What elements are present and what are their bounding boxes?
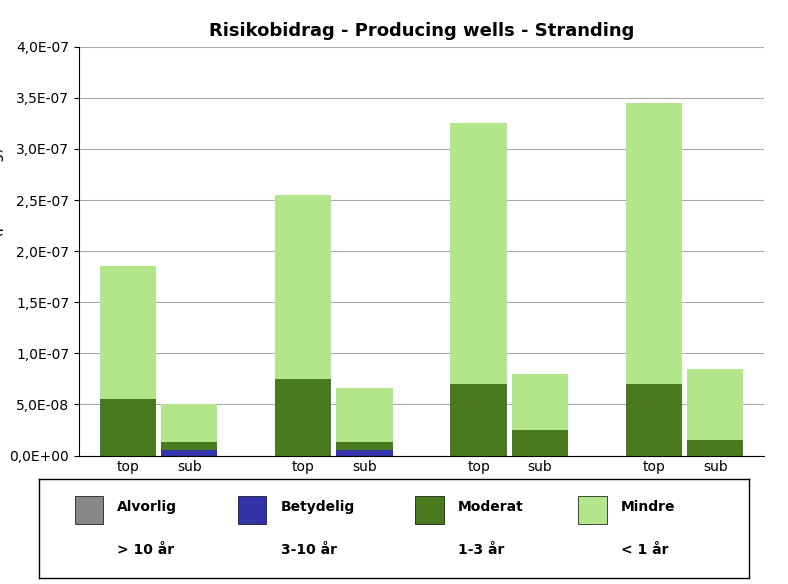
Text: Vår: Vår [175,505,203,520]
Bar [336,450,393,456]
Text: Moderat: Moderat [458,500,523,514]
Bar [687,440,744,456]
Y-axis label: Skadefrekvens (pr. sesong): Skadefrekvens (pr. sesong) [0,147,4,355]
FancyBboxPatch shape [75,496,103,523]
Bar [161,442,217,450]
Bar [275,195,332,379]
Bar [626,103,682,384]
Bar [336,388,393,442]
Bar [161,450,217,456]
Bar [450,384,507,456]
Text: Alvorlig: Alvorlig [117,500,177,514]
Text: Betydelig: Betydelig [281,500,355,514]
Text: Høst: Høst [520,505,559,520]
FancyBboxPatch shape [578,496,607,523]
Text: > 10 år: > 10 år [117,543,174,557]
Title: Risikobidrag - Producing wells - Stranding: Risikobidrag - Producing wells - Strandi… [209,22,634,40]
Text: 3-10 år: 3-10 år [281,543,336,557]
Bar [450,123,507,384]
Bar [687,369,744,440]
Bar [511,374,568,430]
Bar [336,442,393,450]
Bar [511,430,568,456]
Text: 1-3 år: 1-3 år [458,543,504,557]
FancyBboxPatch shape [415,496,444,523]
Bar [275,379,332,456]
Bar [99,266,156,399]
Text: < 1 år: < 1 år [621,543,668,557]
Text: Mindre: Mindre [621,500,675,514]
Bar [99,399,156,456]
Bar [161,405,217,442]
Text: Sommer: Sommer [329,505,400,520]
FancyBboxPatch shape [238,496,266,523]
Text: Vinter: Vinter [689,505,742,520]
Bar [626,384,682,456]
